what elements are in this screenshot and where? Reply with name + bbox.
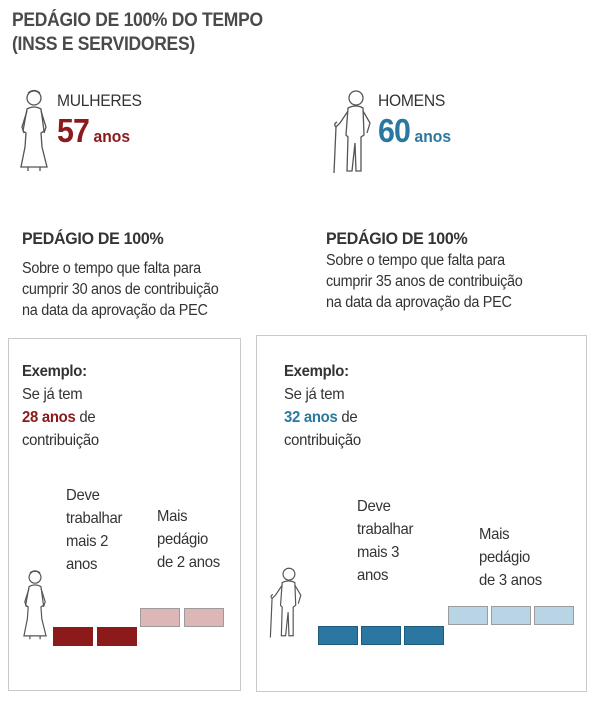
women-section-title: PEDÁGIO DE 100% xyxy=(22,229,164,248)
women-example-head: Exemplo: xyxy=(22,363,87,380)
men-example-years: 32 anos xyxy=(284,409,338,426)
men-work-label-line-3: mais 3 xyxy=(357,544,400,561)
men-age-unit: anos xyxy=(414,127,452,146)
men-work-year-block xyxy=(318,626,358,645)
women-work-year-block xyxy=(97,627,137,646)
men-example-years-suffix: de xyxy=(337,409,358,426)
men-desc-line-1: Sobre o tempo que falta para xyxy=(326,252,505,269)
women-example-line-3: contribuição xyxy=(22,432,99,449)
men-desc-line-3: na data da aprovação da PEC xyxy=(326,294,512,311)
men-example-line-2: 32 anos de xyxy=(284,406,361,429)
men-toll-label: Mais pedágio de 3 anos xyxy=(479,523,542,592)
men-example-line-3: contribuição xyxy=(284,432,361,449)
men-work-label: Deve trabalhar mais 3 anos xyxy=(357,495,414,587)
men-toll-label-line-2: pedágio xyxy=(479,549,531,566)
women-toll-year-block xyxy=(140,608,180,627)
men-age: 60 anos xyxy=(378,114,451,148)
men-section-desc: Sobre o tempo que falta para cumprir 35 … xyxy=(326,250,568,313)
women-toll-label: Mais pedágio de 2 anos xyxy=(157,505,220,574)
men-label: HOMENS xyxy=(378,91,446,110)
men-desc-line-2: cumprir 35 anos de contribuição xyxy=(326,273,523,290)
men-work-label-line-4: anos xyxy=(357,567,389,584)
women-label: MULHERES xyxy=(57,91,142,110)
women-example-box: Exemplo: Se já tem 28 anos de contribuiç… xyxy=(8,338,241,691)
women-example-years-suffix: de xyxy=(75,409,96,426)
women-desc-line-1: Sobre o tempo que falta para xyxy=(22,260,201,277)
women-example-years: 28 anos xyxy=(22,409,76,426)
men-work-label-line-2: trabalhar xyxy=(357,521,414,538)
page-title: PEDÁGIO DE 100% DO TEMPO (INSS E SERVIDO… xyxy=(12,9,263,57)
men-example-line-1: Se já tem xyxy=(284,386,345,403)
men-work-year-block xyxy=(361,626,401,645)
women-age-value: 57 xyxy=(57,112,90,149)
women-work-label: Deve trabalhar mais 2 anos xyxy=(66,484,123,576)
men-section-title: PEDÁGIO DE 100% xyxy=(326,229,468,248)
women-age-unit: anos xyxy=(93,127,131,146)
men-toll-label-line-3: de 3 anos xyxy=(479,572,542,589)
men-work-year-block xyxy=(404,626,444,645)
elderly-man-small-icon xyxy=(267,564,305,640)
title-line-2: (INSS E SERVIDORES) xyxy=(12,34,195,55)
women-work-label-line-1: Deve xyxy=(66,487,100,504)
men-age-value: 60 xyxy=(378,112,411,149)
women-section-desc: Sobre o tempo que falta para cumprir 30 … xyxy=(22,258,264,321)
men-toll-year-block xyxy=(534,606,574,625)
elderly-woman-icon xyxy=(14,87,54,172)
women-work-label-line-4: anos xyxy=(66,556,98,573)
men-toll-year-block xyxy=(448,606,488,625)
elderly-woman-small-icon xyxy=(18,567,52,641)
women-example-line-2: 28 anos de xyxy=(22,406,99,429)
women-toll-year-block xyxy=(184,608,224,627)
women-toll-label-line-2: pedágio xyxy=(157,531,209,548)
men-toll-year-block xyxy=(491,606,531,625)
women-toll-label-line-1: Mais xyxy=(157,508,188,525)
men-example-text: Exemplo: Se já tem 32 anos de contribuiç… xyxy=(284,360,361,452)
men-example-box: Exemplo: Se já tem 32 anos de contribuiç… xyxy=(256,335,587,692)
women-work-label-line-2: trabalhar xyxy=(66,510,123,527)
women-toll-label-line-3: de 2 anos xyxy=(157,554,220,571)
women-work-year-block xyxy=(53,627,93,646)
elderly-man-with-cane-icon xyxy=(330,87,375,175)
women-desc-line-3: na data da aprovação da PEC xyxy=(22,302,208,319)
women-age: 57 anos xyxy=(57,114,130,148)
women-work-label-line-3: mais 2 xyxy=(66,533,109,550)
women-example-text: Exemplo: Se já tem 28 anos de contribuiç… xyxy=(22,360,99,452)
men-example-head: Exemplo: xyxy=(284,363,349,380)
women-example-line-1: Se já tem xyxy=(22,386,83,403)
men-toll-label-line-1: Mais xyxy=(479,526,510,543)
women-desc-line-2: cumprir 30 anos de contribuição xyxy=(22,281,219,298)
men-work-label-line-1: Deve xyxy=(357,498,391,515)
title-line-1: PEDÁGIO DE 100% DO TEMPO xyxy=(12,10,263,31)
